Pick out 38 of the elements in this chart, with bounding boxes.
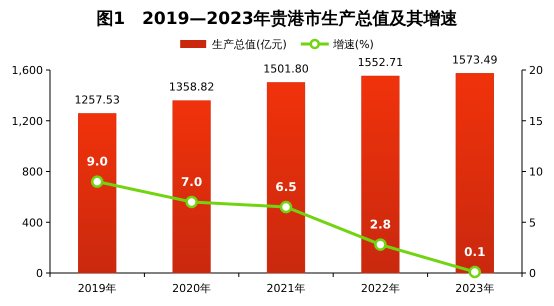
bar	[456, 73, 494, 274]
point	[374, 238, 387, 251]
y2-tick-label: 20	[529, 64, 543, 77]
y2-tick-label: 5	[529, 216, 536, 230]
x-tick-label: 2020年	[172, 282, 212, 295]
y2-tick-label: 10	[529, 166, 543, 178]
chart-title: 图1 2019—2023年贵港市生产总值及其增速	[96, 9, 458, 29]
point	[90, 175, 104, 188]
y-tick-label: 800	[22, 166, 43, 178]
bar	[78, 113, 116, 274]
legend-label: 增速(%)	[332, 38, 374, 51]
data-label: 1552.71	[358, 56, 404, 69]
data-label: 2.8	[370, 218, 392, 232]
data-label: 1573.49	[452, 53, 498, 66]
bar	[361, 76, 400, 274]
x-tick-label: 2022年	[360, 282, 400, 295]
x-tick-label: 2021年	[266, 282, 306, 295]
data-label: 1257.53	[74, 93, 120, 106]
data-label: 7.0	[180, 174, 202, 189]
bar	[266, 82, 306, 274]
x-tick-label: 2023年	[455, 282, 494, 295]
data-label: 9.0	[86, 154, 108, 169]
data-label: 0.1	[464, 244, 486, 259]
point	[280, 200, 292, 214]
y-tick-label: 0	[36, 267, 43, 280]
x-tick-label: 2019年	[78, 282, 117, 295]
y-tick-label: 400	[22, 216, 43, 230]
data-label: 1501.80	[263, 62, 309, 76]
y-tick-label: 1,200	[12, 114, 43, 128]
data-label: 1358.82	[168, 80, 214, 94]
data-label: 6.5	[275, 180, 297, 194]
y2-tick-label: 0	[529, 267, 536, 280]
point	[185, 196, 198, 208]
y2-tick-label: 15	[529, 114, 543, 128]
y-tick-label: 1,600	[12, 64, 43, 77]
bar	[172, 100, 211, 274]
point	[468, 266, 482, 278]
legend-label: 生产总值(亿元)	[212, 38, 287, 51]
